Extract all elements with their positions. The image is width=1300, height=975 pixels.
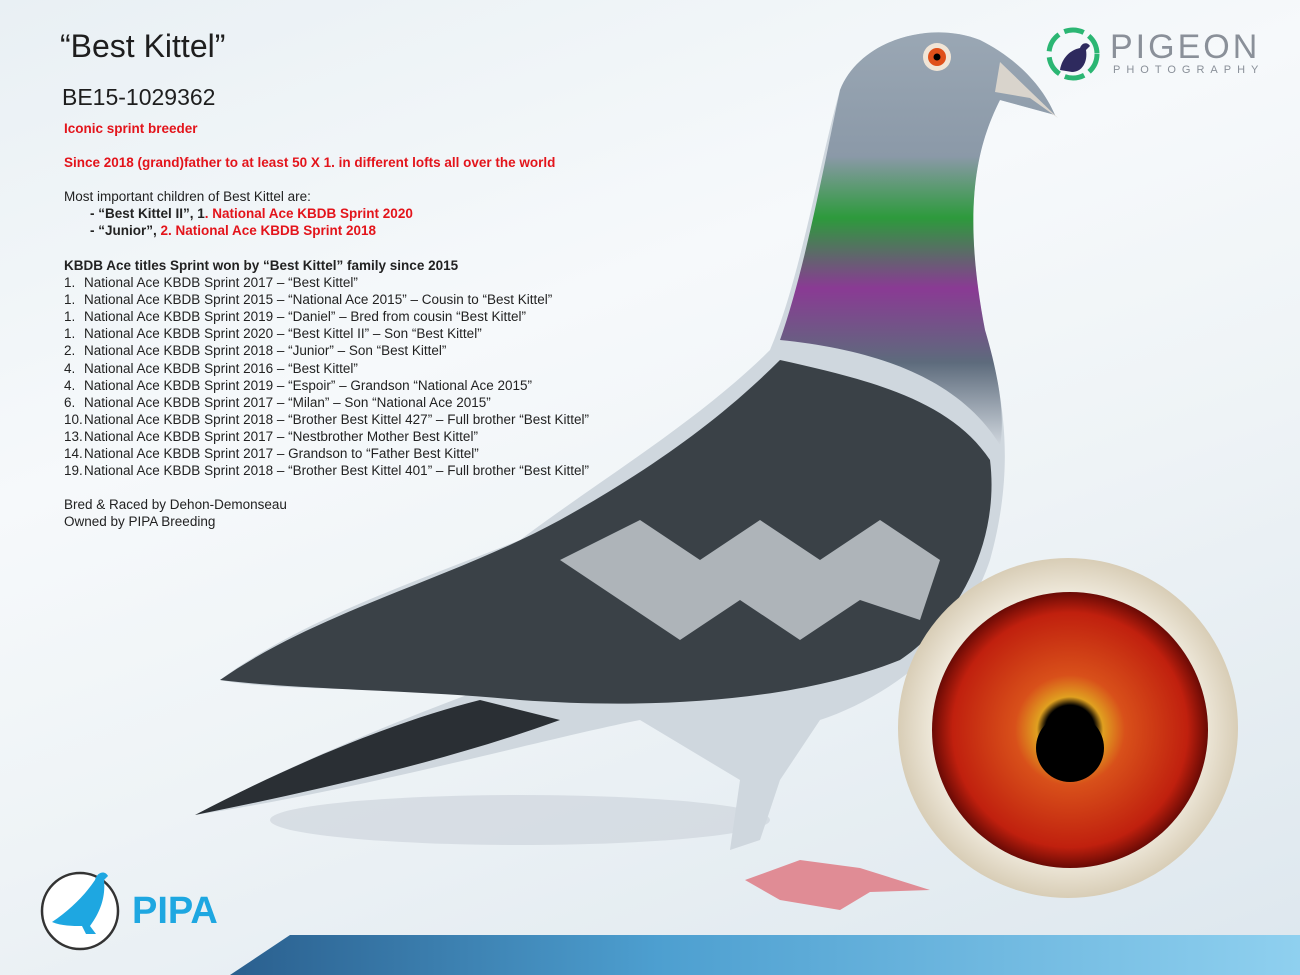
shadow [270,795,770,845]
ace-title-rank: 1. [64,292,76,308]
pipa-logo-text: PIPA [132,890,218,932]
ace-title-rank: 4. [64,377,76,393]
ace-title-text: National Ace KBDB Sprint 2017 – “Best Ki… [84,275,358,291]
ace-title-item: 13.National Ace KBDB Sprint 2017 – “Nest… [64,428,589,445]
wing-checker [560,520,940,640]
ace-title-rank: 1. [64,309,76,325]
bottom-decor-band [230,935,1300,975]
ace-title-text: National Ace KBDB Sprint 2018 – “Brother… [84,411,589,427]
tagline-2: Since 2018 (grand)father to at least 50 … [64,155,556,170]
ace-title-item: 1. National Ace KBDB Sprint 2019 – “Danie… [64,308,589,325]
pipa-logo-icon [40,871,120,951]
ace-title-item: 1. National Ace KBDB Sprint 2020 – “Best … [64,325,589,342]
ace-title-rank: 1. [64,326,76,342]
pigeon-neck [780,32,1055,445]
ace-title-item: 6. National Ace KBDB Sprint 2017 – “Milan… [64,394,589,411]
ace-title-text: National Ace KBDB Sprint 2020 – “Best Ki… [84,326,482,342]
ace-title-item: 10.National Ace KBDB Sprint 2018 – “Brot… [64,411,589,428]
pigeon-photography-logo-icon [1046,27,1100,81]
ace-titles-list: 1. National Ace KBDB Sprint 2017 – “Best … [64,274,589,479]
child-name: - “Best Kittel II”, 1 [90,206,205,222]
child-title: . National Ace KBDB Sprint 2020 [204,206,413,222]
ace-title-item: 4. National Ace KBDB Sprint 2019 – “Espoi… [64,377,589,394]
ace-title-text: National Ace KBDB Sprint 2019 – “Daniel”… [84,309,526,325]
eye-closeup-pupil [1036,714,1104,782]
ace-title-rank: 1. [64,275,76,291]
ace-title-text: National Ace KBDB Sprint 2019 – “Espoir”… [84,377,532,393]
pigeon-photography-logo-subtext: PHOTOGRAPHY [1113,64,1265,76]
ace-title-rank: 2. [64,343,76,359]
ace-title-item: 1. National Ace KBDB Sprint 2017 – “Best … [64,274,589,291]
owned-by: Owned by PIPA Breeding [64,514,216,530]
child-title: 2. National Ace KBDB Sprint 2018 [160,223,377,239]
ace-titles-heading: KBDB Ace titles Sprint won by “Best Kitt… [64,258,459,273]
ace-titles-section: KBDB Ace titles Sprint won by “Best Kitt… [64,257,589,479]
bred-by: Bred & Raced by Dehon-Demonseau [64,497,287,512]
pigeon-tail [195,700,560,815]
ace-title-rank: 6. [64,394,76,410]
pigeon-beak [995,62,1058,118]
tagline-1: Iconic sprint breeder [64,121,198,136]
child-item: - “Junior”, 2. National Ace KBDB Sprint … [64,222,413,239]
ace-title-text: National Ace KBDB Sprint 2016 – “Best Ki… [84,360,358,376]
ace-title-item: 4. National Ace KBDB Sprint 2016 – “Best … [64,360,589,377]
ace-title-text: National Ace KBDB Sprint 2015 – “Nationa… [84,292,553,308]
child-item: - “Best Kittel II”, 1. National Ace KBDB… [64,205,413,222]
children-section: Most important children of Best Kittel a… [64,188,413,239]
ace-title-text: National Ace KBDB Sprint 2018 – “Junior”… [84,343,447,359]
ace-title-rank: 4. [64,360,76,376]
pigeon-photography-logo-text: PIGEON [1110,28,1261,66]
ace-title-rank: 14. [64,446,83,462]
ace-title-text: National Ace KBDB Sprint 2017 – “Milan” … [84,394,491,410]
pigeon-feet [745,860,930,910]
owner-section: Bred & Raced by Dehon-Demonseau Owned by… [64,496,287,530]
ace-title-rank: 19. [64,463,83,479]
ace-title-item: 2. National Ace KBDB Sprint 2018 – “Junio… [64,342,589,359]
ace-title-rank: 13. [64,428,83,444]
ace-title-text: National Ace KBDB Sprint 2018 – “Brother… [84,463,589,479]
ace-title-item: 14.National Ace KBDB Sprint 2017 – Grand… [64,445,589,462]
ace-title-text: National Ace KBDB Sprint 2017 – “Nestbro… [84,428,478,444]
children-heading: Most important children of Best Kittel a… [64,189,311,204]
pigeon-name: “Best Kittel” [60,28,226,64]
ace-title-item: 19.National Ace KBDB Sprint 2018 – “Brot… [64,462,589,479]
child-name: - “Junior”, [90,223,161,239]
ring-number: BE15-1029362 [62,84,216,110]
ace-title-text: National Ace KBDB Sprint 2017 – Grandson… [84,446,479,462]
ace-title-item: 1. National Ace KBDB Sprint 2015 – “Natio… [64,291,589,308]
ace-title-rank: 10. [64,411,83,427]
